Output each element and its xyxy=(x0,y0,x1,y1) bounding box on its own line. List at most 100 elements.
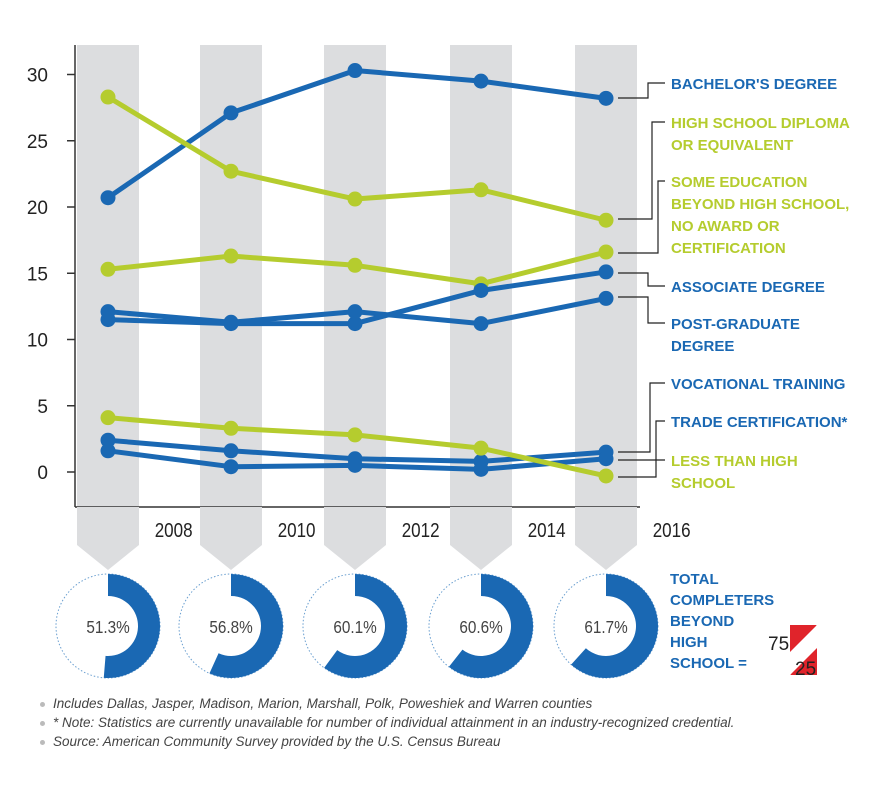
series-0-point-2016 xyxy=(598,90,614,106)
total-label-line-1: COMPLETERS xyxy=(670,592,774,609)
series-2-point-2016 xyxy=(598,244,614,260)
series-3-point-2016 xyxy=(598,264,614,280)
footnote-counties: Includes Dallas, Jasper, Madison, Marion… xyxy=(40,694,860,713)
series-1-point-2016 xyxy=(598,212,614,228)
series-4-point-2010 xyxy=(223,314,239,330)
donut-fill-2008 xyxy=(103,574,160,678)
series-4-point-2012 xyxy=(347,304,363,320)
series-label-6-line-0: TRADE CERTIFICATION* xyxy=(671,414,848,431)
y-tick-label-0: 0 xyxy=(37,463,48,484)
year-label-2012: 2012 xyxy=(402,519,440,542)
donut-label-2016: 61.7% xyxy=(584,617,627,637)
total-label-line-3: HIGH xyxy=(670,634,708,651)
series-3-point-2014 xyxy=(473,282,489,298)
series-0-point-2010 xyxy=(223,105,239,121)
year-label-2016: 2016 xyxy=(653,519,691,542)
total-label-line-0: TOTAL xyxy=(670,571,719,588)
footnote-counties-text: Includes Dallas, Jasper, Madison, Marion… xyxy=(53,696,593,711)
series-leader-6 xyxy=(618,420,665,461)
series-7-point-2012 xyxy=(347,427,363,443)
series-label-3-line-0: ASSOCIATE DEGREE xyxy=(671,279,825,296)
footnote-source: Source: American Community Survey provid… xyxy=(40,732,860,751)
series-5-point-2010 xyxy=(223,443,239,459)
year-chevron-2014 xyxy=(450,507,512,570)
series-7-point-2014 xyxy=(473,440,489,456)
donut-fill-2012 xyxy=(324,574,407,679)
series-label-7-line-0: LESS THAN HIGH xyxy=(671,453,798,470)
series-label-2-line-1: BEYOND HIGH SCHOOL, xyxy=(671,196,849,213)
series-6-point-2008 xyxy=(100,443,116,459)
series-7-point-2008 xyxy=(100,410,116,426)
donut-label-2010: 56.8% xyxy=(209,617,252,637)
year-chevron-2010 xyxy=(200,507,262,570)
y-tick-label-25: 25 xyxy=(27,132,48,153)
series-6-point-2016 xyxy=(598,451,614,467)
series-2-point-2010 xyxy=(223,248,239,264)
series-7-point-2016 xyxy=(598,468,614,484)
year-label-2014: 2014 xyxy=(528,519,566,542)
series-4-point-2014 xyxy=(473,316,489,332)
series-leader-0 xyxy=(618,82,665,99)
footnotes: Includes Dallas, Jasper, Madison, Marion… xyxy=(40,694,860,751)
y-tick-label-20: 20 xyxy=(27,198,48,219)
series-4-point-2016 xyxy=(598,290,614,306)
series-label-2-line-3: CERTIFICATION xyxy=(671,240,786,257)
series-label-2-line-2: NO AWARD OR xyxy=(671,218,780,235)
footnote-note-text: * Note: Statistics are currently unavail… xyxy=(53,715,735,730)
ratio-slash xyxy=(787,622,820,678)
series-label-0-line-0: BACHELOR'S DEGREE xyxy=(671,76,837,93)
ratio-triangle-top xyxy=(790,625,817,652)
series-6-point-2014 xyxy=(473,461,489,477)
series-leader-4 xyxy=(618,296,665,324)
series-label-1-line-0: HIGH SCHOOL DIPLOMA xyxy=(671,115,850,132)
series-leader-5 xyxy=(618,382,665,453)
ratio-bottom-value: 25 xyxy=(795,659,816,680)
donut-label-2014: 60.6% xyxy=(459,617,502,637)
series-0-point-2012 xyxy=(347,63,363,79)
y-tick-label-15: 15 xyxy=(27,264,48,285)
y-tick-label-30: 30 xyxy=(27,66,48,87)
series-label-1-line-1: OR EQUIVALENT xyxy=(671,137,793,154)
year-label-2008: 2008 xyxy=(155,519,193,542)
donut-label-2008: 51.3% xyxy=(86,617,129,637)
series-label-2-line-0: SOME EDUCATION xyxy=(671,174,807,191)
series-1-point-2014 xyxy=(473,182,489,198)
series-1-point-2010 xyxy=(223,163,239,179)
year-chevron-2016 xyxy=(575,507,637,570)
year-band-2014 xyxy=(450,45,512,507)
series-leader-2 xyxy=(618,180,665,254)
series-1-point-2012 xyxy=(347,191,363,207)
series-1-point-2008 xyxy=(100,89,116,105)
series-6-point-2010 xyxy=(223,459,239,475)
series-5-point-2008 xyxy=(100,432,116,448)
series-leader-7 xyxy=(618,459,665,478)
series-2-point-2012 xyxy=(347,257,363,273)
donut-fill-2016 xyxy=(571,574,659,678)
ratio-triangle-bottom xyxy=(790,648,817,675)
year-chevron-2012 xyxy=(324,507,386,570)
series-7-point-2010 xyxy=(223,420,239,436)
series-0-point-2014 xyxy=(473,73,489,89)
donut-fill-2014 xyxy=(448,574,534,678)
series-0-point-2008 xyxy=(100,190,116,206)
series-label-4-line-1: DEGREE xyxy=(671,338,734,355)
donut-label-2012: 60.1% xyxy=(333,617,376,637)
donut-fill-2010 xyxy=(209,574,283,679)
series-leader-1 xyxy=(618,121,665,220)
series-2-point-2008 xyxy=(100,261,116,277)
series-4-point-2008 xyxy=(100,304,116,320)
y-tick-label-5: 5 xyxy=(37,397,48,418)
footnote-note: * Note: Statistics are currently unavail… xyxy=(40,713,860,732)
footnote-source-text: Source: American Community Survey provid… xyxy=(53,734,501,749)
series-label-7-line-1: SCHOOL xyxy=(671,475,735,492)
total-label-line-4: SCHOOL = xyxy=(670,655,747,672)
total-label-line-2: BEYOND xyxy=(670,613,734,630)
series-label-4-line-0: POST-GRADUATE xyxy=(671,316,800,333)
series-3-point-2012 xyxy=(347,316,363,332)
series-leader-3 xyxy=(618,272,665,287)
year-chevron-2008 xyxy=(77,507,139,570)
ratio-top-value: 75 xyxy=(768,634,789,655)
series-6-point-2012 xyxy=(347,457,363,473)
series-label-5-line-0: VOCATIONAL TRAINING xyxy=(671,376,845,393)
